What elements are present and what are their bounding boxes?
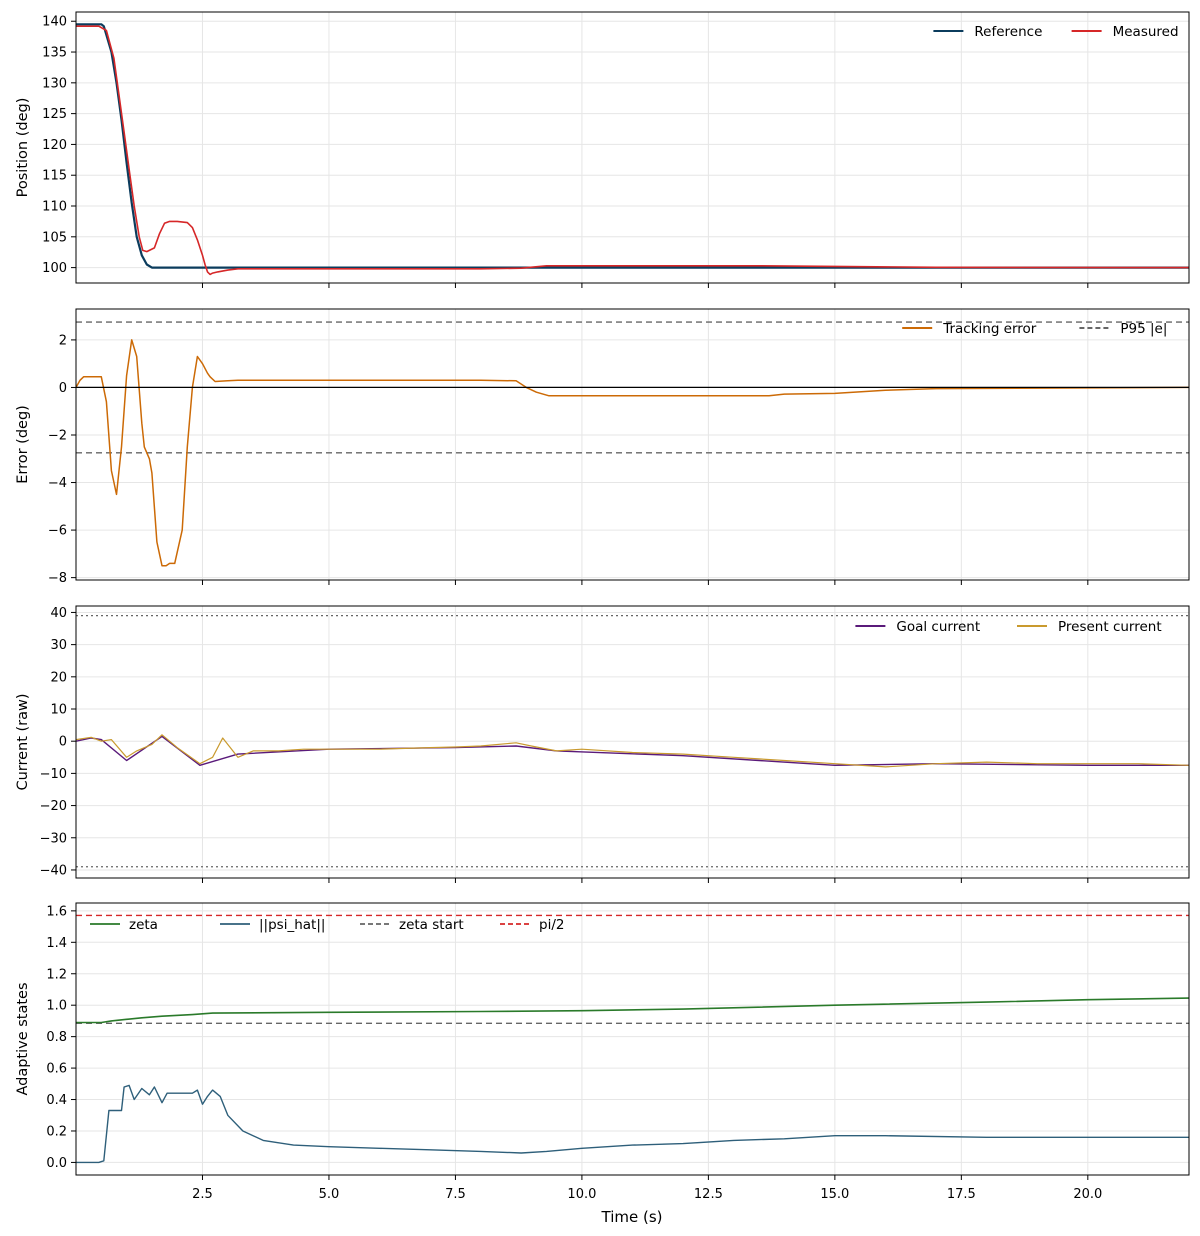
legend: P95 |e| Tracking error [902,321,1167,337]
y-tick-label: 1.4 [46,936,67,951]
y-axis-label: Position (deg) [15,98,31,198]
y-tick-label: 0 [59,735,67,750]
axes-frame [75,308,1190,581]
y-tick-label: 0.8 [46,1030,67,1045]
y-tick-label: −4 [48,476,67,491]
legend-label: Tracking error [942,321,1037,337]
plot-area [76,23,1189,276]
legend: Present current Goal current [855,619,1162,635]
y-tick-label: 100 [42,261,67,276]
series-reference [76,23,1189,269]
y-tick-label: 135 [42,46,67,61]
series-measured [76,25,1189,276]
y-tick-label: 120 [42,138,67,153]
y-tick-label: 140 [42,15,67,30]
plot-area [76,321,1189,567]
y-tick-label: 0.4 [46,1093,67,1108]
y-tick-label: 105 [42,230,67,245]
y-tick-label: 125 [42,107,67,122]
x-tick-label: 2.5 [192,1187,213,1202]
panel-2: −8 −6 −4 −2 0 2 Error (deg) P95 |e| Tracking err… [15,308,1190,586]
legend-label: Goal current [896,619,980,635]
y-tick-label: 115 [42,169,67,184]
y-tick-label: 0.6 [46,1062,67,1077]
x-tick-label: 15.0 [820,1187,849,1202]
y-axis-label: Error (deg) [15,405,31,484]
y-tick-label: 110 [42,200,67,215]
legend-label: Measured [1113,24,1179,40]
y-tick-label: 30 [50,638,67,653]
y-tick-label: 130 [42,76,67,91]
y-tick-label: 0 [59,381,67,396]
y-tick-label: 1.6 [46,904,67,919]
x-axis-label: Time (s) [601,1208,663,1226]
y-tick-label: 0.2 [46,1124,67,1139]
y-tick-label: −10 [40,767,67,782]
series-zeta [76,997,1189,1024]
series--psi-hat- [76,1084,1189,1164]
legend-label: Present current [1058,619,1162,635]
legend-label: zeta [129,917,158,933]
y-axis-label: Adaptive states [15,982,31,1095]
legend-label: P95 |e| [1120,321,1167,337]
legend-label: Reference [974,24,1042,40]
x-tick-label: 17.5 [947,1187,976,1202]
x-tick-label: 12.5 [694,1187,723,1202]
y-tick-label: −6 [48,524,67,539]
series-present-current [76,734,1189,768]
y-tick-label: 0.0 [46,1156,67,1171]
x-tick-label: 7.5 [445,1187,466,1202]
plot-area [76,615,1189,868]
panel-3: −40 −30 −20 −10 0 10 20 30 40 Current (raw) Presen… [15,605,1190,883]
y-axis-label: Current (raw) [15,693,31,790]
y-tick-label: 20 [50,670,67,685]
y-tick-label: 2 [59,333,67,348]
panel-1: 100 105 110 115 120 125 130 135 140 Position (deg… [15,11,1190,288]
legend-label: pi/2 [539,917,564,933]
y-tick-label: 1.2 [46,967,67,982]
y-tick-label: −8 [48,571,67,586]
axes-frame [75,605,1190,879]
y-tick-label: −40 [40,863,67,878]
legend-label: zeta start [399,917,464,933]
axes-frame [75,902,1190,1176]
y-tick-label: −30 [40,831,67,846]
y-tick-label: 40 [50,606,67,621]
y-tick-label: −20 [40,799,67,814]
plot-area [76,914,1189,1164]
y-tick-label: −2 [48,428,67,443]
y-tick-label: 1.0 [46,999,67,1014]
legend: Measured Reference [933,24,1179,40]
y-tick-label: 10 [50,703,67,718]
panel-4: 0.0 0.2 0.4 0.6 0.8 1.0 1.2 1.4 1.6 2.5 5.0 7.5 10.0… [15,902,1190,1202]
legend-label: ||psi_hat|| [259,917,325,933]
legend: zeta ||psi_hat|| zeta start pi/2 [90,917,564,933]
series-tracking-error [76,339,1189,567]
x-tick-label: 5.0 [319,1187,340,1202]
axes-frame [75,11,1190,284]
x-tick-label: 10.0 [567,1187,596,1202]
x-tick-label: 20.0 [1073,1187,1102,1202]
